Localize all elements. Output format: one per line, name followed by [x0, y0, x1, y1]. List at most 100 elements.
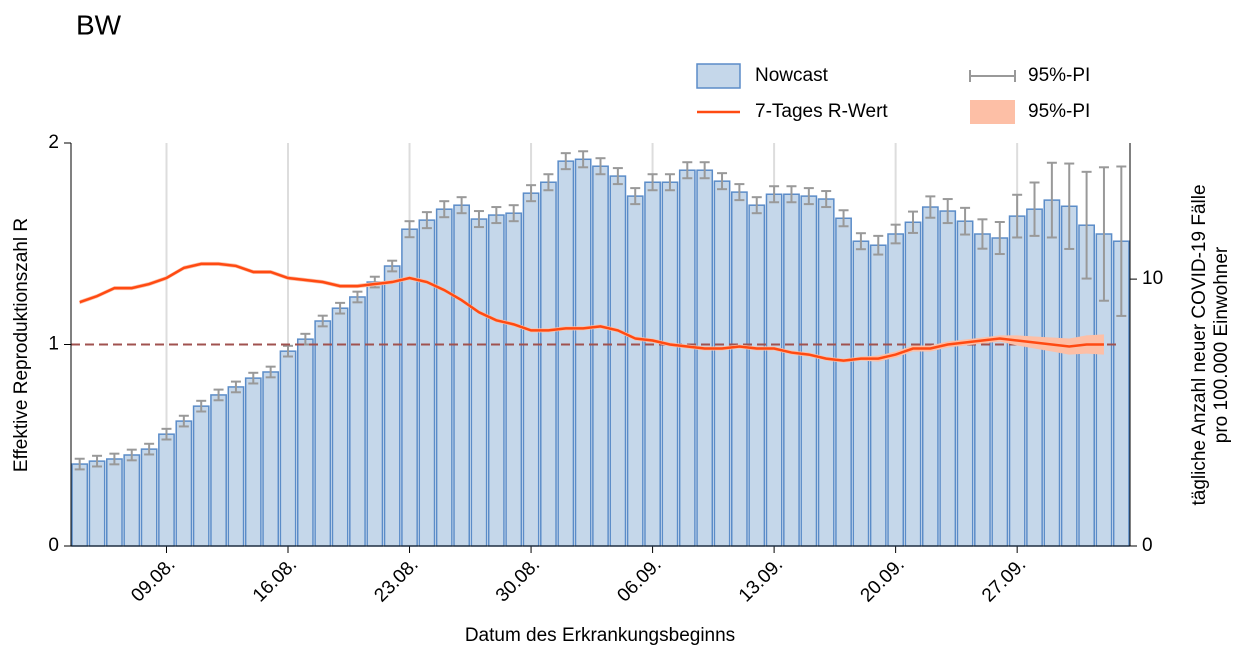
bar: [904, 221, 922, 547]
bar: [123, 454, 141, 547]
error-bar: [630, 187, 641, 206]
error-bar: [213, 388, 224, 402]
y2-axis-label: pro 100.000 Einwohner: [1211, 246, 1232, 443]
legend-swatch: [696, 63, 741, 89]
bar: [279, 350, 297, 547]
error-bar: [439, 200, 450, 219]
x-axis-label: Datum des Erkrankungsbeginns: [465, 625, 735, 646]
bar: [956, 220, 974, 547]
error-bar: [647, 173, 658, 192]
y-tick-label: 1: [48, 334, 59, 355]
y-axis-label: Effektive Reproduktionszahl R: [11, 218, 32, 472]
bar: [783, 193, 800, 547]
y2-tick-label: 0: [1142, 535, 1153, 556]
error-bar: [595, 157, 606, 176]
bar: [991, 237, 1009, 547]
error-bar: [821, 190, 832, 209]
error-bar: [473, 210, 484, 229]
legend-label: 95%-PI: [1028, 101, 1090, 122]
bar: [366, 281, 384, 547]
bar: [158, 433, 175, 547]
bar: [435, 208, 453, 547]
error-bar: [855, 232, 866, 251]
x-tick-label: 16.08.: [249, 554, 301, 606]
bar: [574, 158, 592, 547]
bar: [210, 394, 227, 547]
error-bar: [317, 314, 328, 328]
error-bar: [74, 457, 85, 471]
error-bar: [543, 173, 554, 192]
x-tick-label: 30.08.: [492, 554, 544, 606]
bar: [383, 265, 401, 547]
bar: [800, 195, 818, 547]
error-bar: [109, 452, 120, 466]
bar: [262, 371, 280, 547]
error-bar: [1064, 162, 1075, 250]
error-bar: [682, 161, 693, 180]
error-bar: [1012, 193, 1023, 239]
bar: [175, 420, 193, 547]
error-bar: [248, 371, 259, 385]
bar: [314, 320, 332, 547]
error-bar: [942, 198, 953, 225]
legend-label: Nowcast: [755, 65, 829, 86]
x-tick-label: 09.08.: [127, 554, 179, 606]
bar: [227, 386, 245, 547]
y2-axis-label: tägliche Anzahl neuer COVID-19 Fälle: [1189, 184, 1210, 505]
error-bar: [456, 196, 467, 215]
error-bar: [491, 206, 502, 225]
error-bar: [873, 234, 884, 256]
error-bar: [890, 223, 901, 245]
error-bar: [786, 185, 797, 204]
y-tick-label: 0: [48, 535, 59, 556]
error-bar: [404, 220, 415, 239]
bar: [487, 214, 505, 547]
r-line: [79, 262, 1104, 362]
bar: [921, 206, 939, 547]
error-bar: [196, 399, 207, 413]
y2-tick-label: 10: [1142, 268, 1163, 289]
error-bar: [960, 206, 971, 236]
bar: [418, 219, 436, 547]
bar: [644, 181, 661, 547]
bar: [974, 233, 991, 547]
x-tick-label: 20.09.: [857, 554, 909, 606]
error-bar: [265, 365, 276, 379]
x-tick-label: 06.09.: [613, 554, 665, 606]
bar: [522, 192, 540, 547]
error-bar: [1081, 170, 1092, 280]
error-bar: [925, 195, 936, 219]
bar: [1043, 199, 1061, 547]
bar: [626, 195, 644, 547]
bar: [557, 160, 575, 547]
y-tick-label: 2: [48, 132, 59, 153]
error-bar: [977, 218, 988, 250]
error-bar: [526, 184, 537, 203]
error-bar: [769, 185, 780, 204]
bar: [887, 233, 905, 547]
bar: [453, 204, 471, 547]
bar: [505, 212, 523, 547]
bar: [470, 218, 488, 547]
error-bar: [161, 427, 172, 441]
error-bar: [560, 152, 571, 171]
bar: [817, 198, 835, 547]
error-bar: [994, 220, 1005, 256]
bar: [540, 181, 557, 547]
error-bar: [352, 290, 363, 304]
bar: [349, 296, 366, 547]
error-bar: [717, 172, 728, 191]
bar: [140, 448, 158, 547]
chart-title: BW: [76, 9, 122, 40]
error-bar: [838, 209, 849, 228]
error-bar: [1029, 181, 1040, 237]
bar: [1060, 205, 1078, 547]
error-bar: [1116, 165, 1127, 317]
error-bar: [699, 161, 710, 180]
error-bar: [230, 380, 241, 394]
bar: [592, 165, 609, 547]
legend-label: 7-Tages R-Wert: [755, 101, 888, 122]
bar: [71, 463, 89, 547]
bar: [852, 240, 870, 547]
